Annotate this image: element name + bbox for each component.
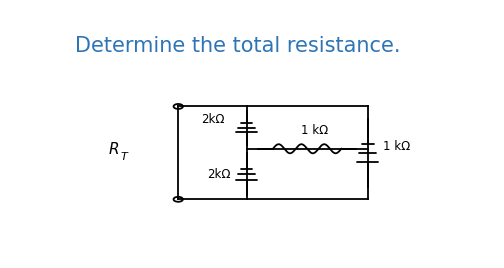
Text: 2kΩ: 2kΩ [202,113,225,126]
Text: 2kΩ: 2kΩ [207,168,230,181]
Text: 1 kΩ: 1 kΩ [384,140,411,153]
Text: 1 kΩ: 1 kΩ [301,124,329,137]
Text: R: R [108,142,119,157]
Text: T: T [120,152,127,162]
Text: Determine the total resistance.: Determine the total resistance. [75,36,400,56]
